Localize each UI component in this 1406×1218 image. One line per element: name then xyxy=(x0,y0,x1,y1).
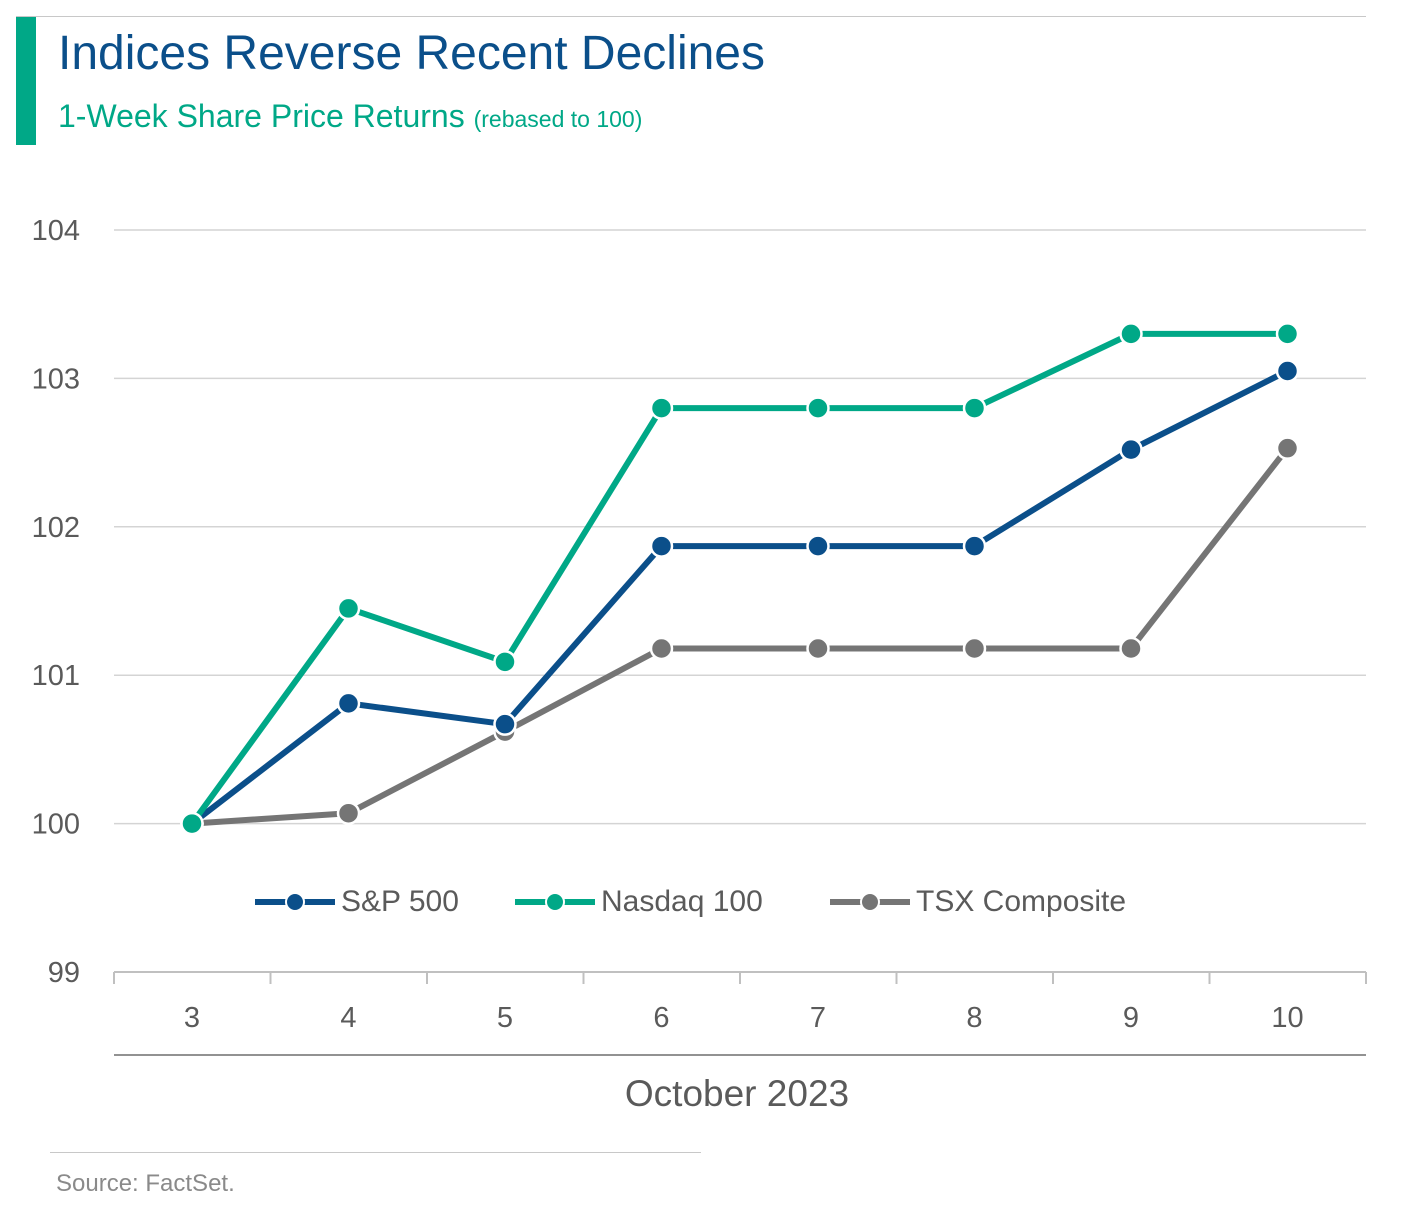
x-tick-label: 10 xyxy=(1271,1002,1303,1034)
data-point xyxy=(1119,636,1143,661)
x-tick-label: 8 xyxy=(966,1002,982,1034)
legend-swatch-marker xyxy=(545,892,565,912)
legend-label: TSX Composite xyxy=(916,885,1126,918)
data-point xyxy=(1119,322,1143,346)
data-point xyxy=(806,534,830,558)
y-tick-label: 99 xyxy=(48,957,80,989)
subtitle-text: 1-Week Share Price Returns xyxy=(58,98,465,134)
data-point xyxy=(180,811,204,836)
data-point xyxy=(962,534,987,558)
data-point xyxy=(1275,436,1300,460)
data-point xyxy=(493,712,517,736)
x-tick-label: 4 xyxy=(340,1002,356,1034)
data-point xyxy=(336,596,361,621)
series-line xyxy=(189,330,1291,827)
data-point xyxy=(649,636,674,661)
series-line xyxy=(189,445,1291,827)
data-point xyxy=(806,396,830,420)
data-point xyxy=(1275,359,1300,383)
series-line xyxy=(189,367,1291,827)
y-tick-label: 103 xyxy=(32,363,80,395)
x-tick-label: 3 xyxy=(184,1002,200,1034)
y-tick-label: 102 xyxy=(32,512,80,544)
x-tick-label: 6 xyxy=(653,1002,669,1034)
legend-swatch-marker xyxy=(285,892,305,912)
x-tick-label: 7 xyxy=(810,1002,826,1034)
legend-label: Nasdaq 100 xyxy=(601,885,763,918)
subtitle-note: (rebased to 100) xyxy=(473,106,643,132)
chart-subtitle: 1-Week Share Price Returns (rebased to 1… xyxy=(58,98,642,135)
source-rule xyxy=(50,1152,701,1153)
data-point xyxy=(493,650,517,674)
y-tick-label: 101 xyxy=(32,660,80,692)
data-point xyxy=(806,636,830,661)
title-accent-bar xyxy=(16,17,36,145)
data-point xyxy=(962,636,987,661)
data-point xyxy=(336,801,361,825)
data-point xyxy=(1119,437,1143,462)
y-tick-label: 104 xyxy=(32,215,80,247)
legend-label: S&P 500 xyxy=(341,885,459,918)
data-point xyxy=(649,534,674,558)
data-point xyxy=(1275,322,1300,346)
data-point xyxy=(962,396,987,420)
top-rule xyxy=(16,16,1366,17)
x-axis-title: October 2023 xyxy=(625,1073,849,1114)
x-tick-label: 5 xyxy=(497,1002,513,1034)
x-tick-label: 9 xyxy=(1123,1002,1139,1034)
data-point xyxy=(649,396,674,420)
y-tick-label: 100 xyxy=(32,809,80,841)
data-point xyxy=(336,691,361,716)
chart-title: Indices Reverse Recent Declines xyxy=(58,27,765,80)
source-note: Source: FactSet. xyxy=(56,1170,235,1197)
legend-swatch-marker xyxy=(860,892,880,912)
